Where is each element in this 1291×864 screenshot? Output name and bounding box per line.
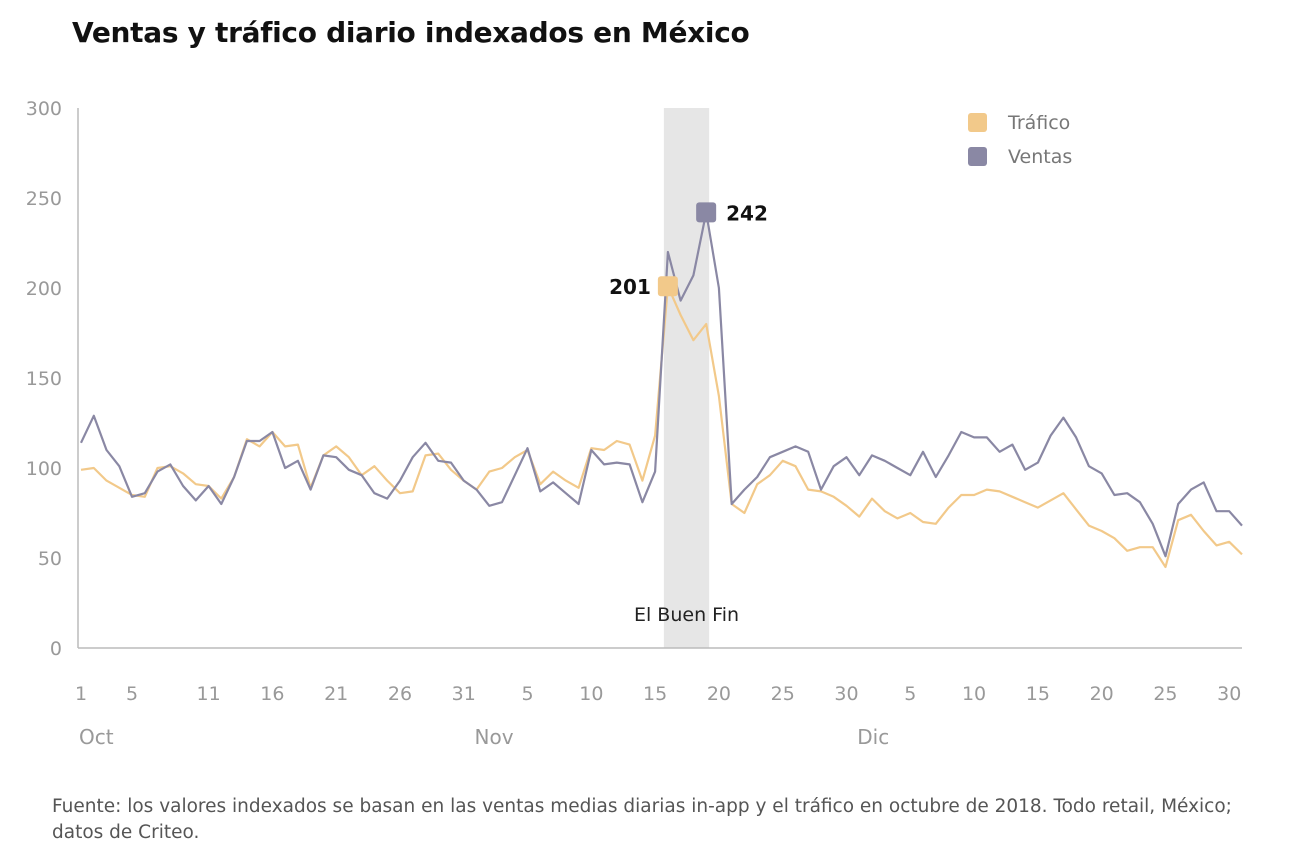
series-line-ventas — [80, 211, 1243, 558]
x-tick-label: 1 — [75, 683, 87, 705]
x-tick-label: 21 — [324, 683, 348, 705]
y-tick-label: 250 — [26, 188, 62, 210]
x-tick-label: 10 — [579, 683, 603, 705]
x-tick-label: 16 — [260, 683, 284, 705]
x-tick-label: 15 — [1026, 683, 1050, 705]
source-note: Fuente: los valores indexados se basan e… — [52, 796, 1232, 843]
x-tick-label: 10 — [962, 683, 986, 705]
x-tick-label: 25 — [771, 683, 795, 705]
x-tick-label: 30 — [1217, 683, 1241, 705]
annotation-marker — [657, 276, 678, 297]
y-tick-label: 50 — [38, 548, 62, 570]
y-tick-label: 200 — [26, 278, 62, 300]
x-tick-label: 20 — [1090, 683, 1114, 705]
x-tick-label: 5 — [904, 683, 916, 705]
x-tick-label: 15 — [643, 683, 667, 705]
x-tick-label: 20 — [707, 683, 731, 705]
legend-swatch — [968, 147, 987, 166]
series-line-trafico — [80, 285, 1243, 569]
chart-title: Ventas y tráfico diario indexados en Méx… — [72, 16, 750, 49]
highlight-band-label: El Buen Fin — [634, 604, 739, 626]
legend-label: Tráfico — [1007, 112, 1070, 134]
highlight-band — [663, 108, 710, 648]
month-label: Dic — [857, 725, 889, 749]
legend-swatch — [968, 113, 987, 132]
annotation-marker — [696, 202, 717, 223]
y-tick-label: 100 — [26, 458, 62, 480]
month-label: Nov — [475, 725, 514, 749]
x-tick-label: 25 — [1153, 683, 1177, 705]
y-tick-label: 300 — [26, 98, 62, 120]
x-tick-label: 26 — [388, 683, 412, 705]
y-tick-label: 0 — [50, 638, 62, 660]
y-tick-label: 150 — [26, 368, 62, 390]
legend-label: Ventas — [1008, 146, 1072, 168]
x-tick-label: 30 — [834, 683, 858, 705]
x-tick-label: 5 — [521, 683, 533, 705]
annotation-label: 201 — [609, 275, 651, 299]
month-label: Oct — [79, 725, 114, 749]
annotation-label: 242 — [726, 201, 768, 225]
x-tick-label: 31 — [452, 683, 476, 705]
x-tick-label: 5 — [126, 683, 138, 705]
x-tick-label: 11 — [196, 683, 220, 705]
